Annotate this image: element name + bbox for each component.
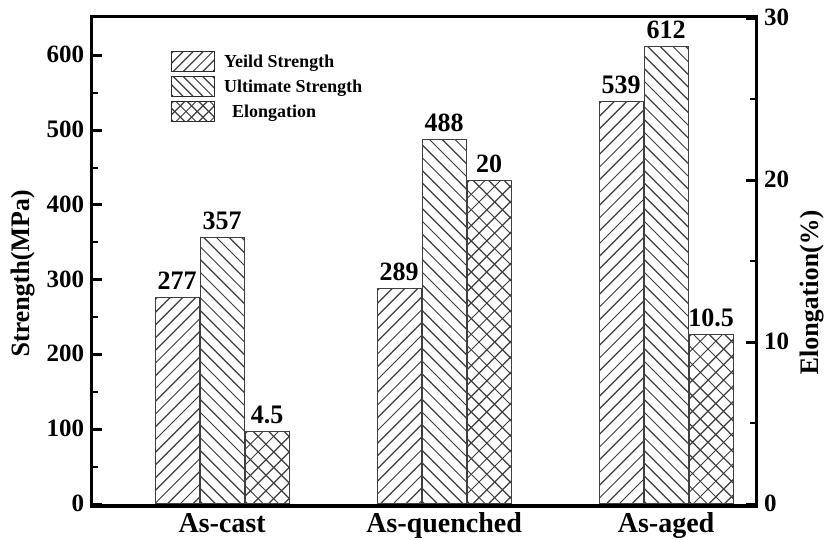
right-minor-tick <box>750 98 755 100</box>
legend-label: Yeild Strength <box>224 51 335 71</box>
forward-diagonal-swatch-icon <box>171 51 215 72</box>
right-major-tick <box>746 178 755 182</box>
backward-diagonal-swatch-icon <box>171 76 215 97</box>
left-major-tick <box>93 427 102 431</box>
right-tick-label: 30 <box>764 4 789 31</box>
bar-ultimate-strength <box>643 46 689 504</box>
bar-elongation <box>688 333 734 504</box>
left-minor-tick <box>93 91 98 94</box>
legend-label: Elongation <box>232 101 317 121</box>
legend-item: Yeild Strength <box>171 51 362 72</box>
left-major-tick <box>93 203 102 207</box>
cross-diagonal-swatch-icon <box>171 101 215 122</box>
left-minor-tick <box>93 316 98 319</box>
right-tick-label: 10 <box>764 328 789 355</box>
bar-yeild-strength <box>154 296 200 504</box>
left-tick-label: 600 <box>46 41 85 69</box>
right-minor-tick <box>750 422 755 424</box>
bar-yeild-strength <box>376 287 422 504</box>
bar-value-label: 10.5 <box>688 302 734 332</box>
left-minor-tick <box>93 465 98 468</box>
legend-label: Ultimate Strength <box>224 76 363 96</box>
left-major-tick <box>93 278 102 282</box>
bar-value-label: 488 <box>424 108 464 138</box>
left-major-tick <box>93 502 102 506</box>
left-tick-label: 200 <box>46 340 85 368</box>
left-tick-label: 0 <box>71 490 85 517</box>
left-tick-label: 500 <box>46 116 85 144</box>
category-label: As-aged <box>617 508 715 539</box>
plot-area: 277 357 4.5 289 488 20 539 612 10.5 <box>90 15 758 508</box>
bar-value-label: 612 <box>646 15 686 45</box>
right-minor-tick <box>750 260 755 262</box>
bar-value-label: 20 <box>476 149 502 178</box>
bar-value-label: 289 <box>379 256 419 286</box>
left-major-tick <box>93 128 102 132</box>
right-tick-label: 0 <box>764 490 777 517</box>
bar-ultimate-strength <box>199 237 245 504</box>
category-label: As-quenched <box>366 508 522 539</box>
left-major-tick <box>93 352 102 356</box>
bar-elongation <box>466 180 512 504</box>
bar-value-label: 277 <box>157 265 197 295</box>
right-tick-label: 20 <box>764 166 789 193</box>
legend: Yeild Strength Ultimate Strength Elongatio… <box>171 51 362 126</box>
bar-value-label: 539 <box>601 70 641 99</box>
left-minor-tick <box>93 166 98 169</box>
left-major-tick <box>93 53 102 57</box>
legend-item: Elongation <box>171 101 362 122</box>
right-major-tick <box>746 502 755 506</box>
right-major-tick <box>746 16 755 20</box>
left-tick-label: 400 <box>46 190 85 218</box>
bar-value-label: 357 <box>202 206 242 236</box>
category-label: As-cast <box>178 508 266 539</box>
left-tick-label: 100 <box>46 415 85 443</box>
left-tick-label: 300 <box>46 265 85 293</box>
legend-item: Ultimate Strength <box>171 76 362 97</box>
bar-elongation <box>244 431 290 504</box>
bar-yeild-strength <box>598 101 644 504</box>
left-minor-tick <box>93 390 98 393</box>
bar-ultimate-strength <box>421 139 467 504</box>
right-major-tick <box>746 340 755 344</box>
left-minor-tick <box>93 241 98 244</box>
bar-value-label: 4.5 <box>250 400 284 430</box>
